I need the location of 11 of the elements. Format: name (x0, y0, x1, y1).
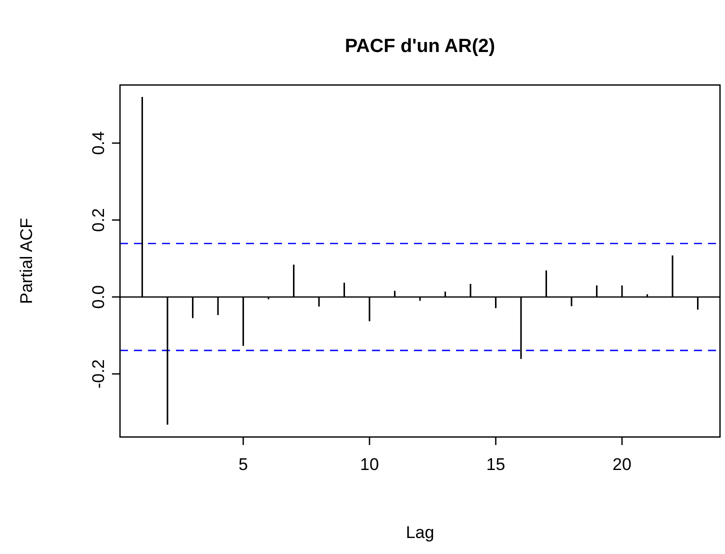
chart-title: PACF d'un AR(2) (344, 36, 496, 57)
y-axis-title: Partial ACF (17, 218, 36, 304)
x-tick-label: 10 (360, 455, 379, 474)
x-tick-label: 15 (486, 455, 506, 474)
y-tick-label: 0.0 (89, 285, 108, 309)
x-axis-title: Lag (406, 523, 434, 542)
y-tick-label: 0.2 (89, 208, 108, 232)
y-tick-label: -0.2 (89, 359, 108, 389)
y-tick-label: 0.4 (89, 131, 108, 155)
x-tick-label: 5 (238, 455, 248, 474)
x-tick-label: 20 (612, 455, 632, 474)
